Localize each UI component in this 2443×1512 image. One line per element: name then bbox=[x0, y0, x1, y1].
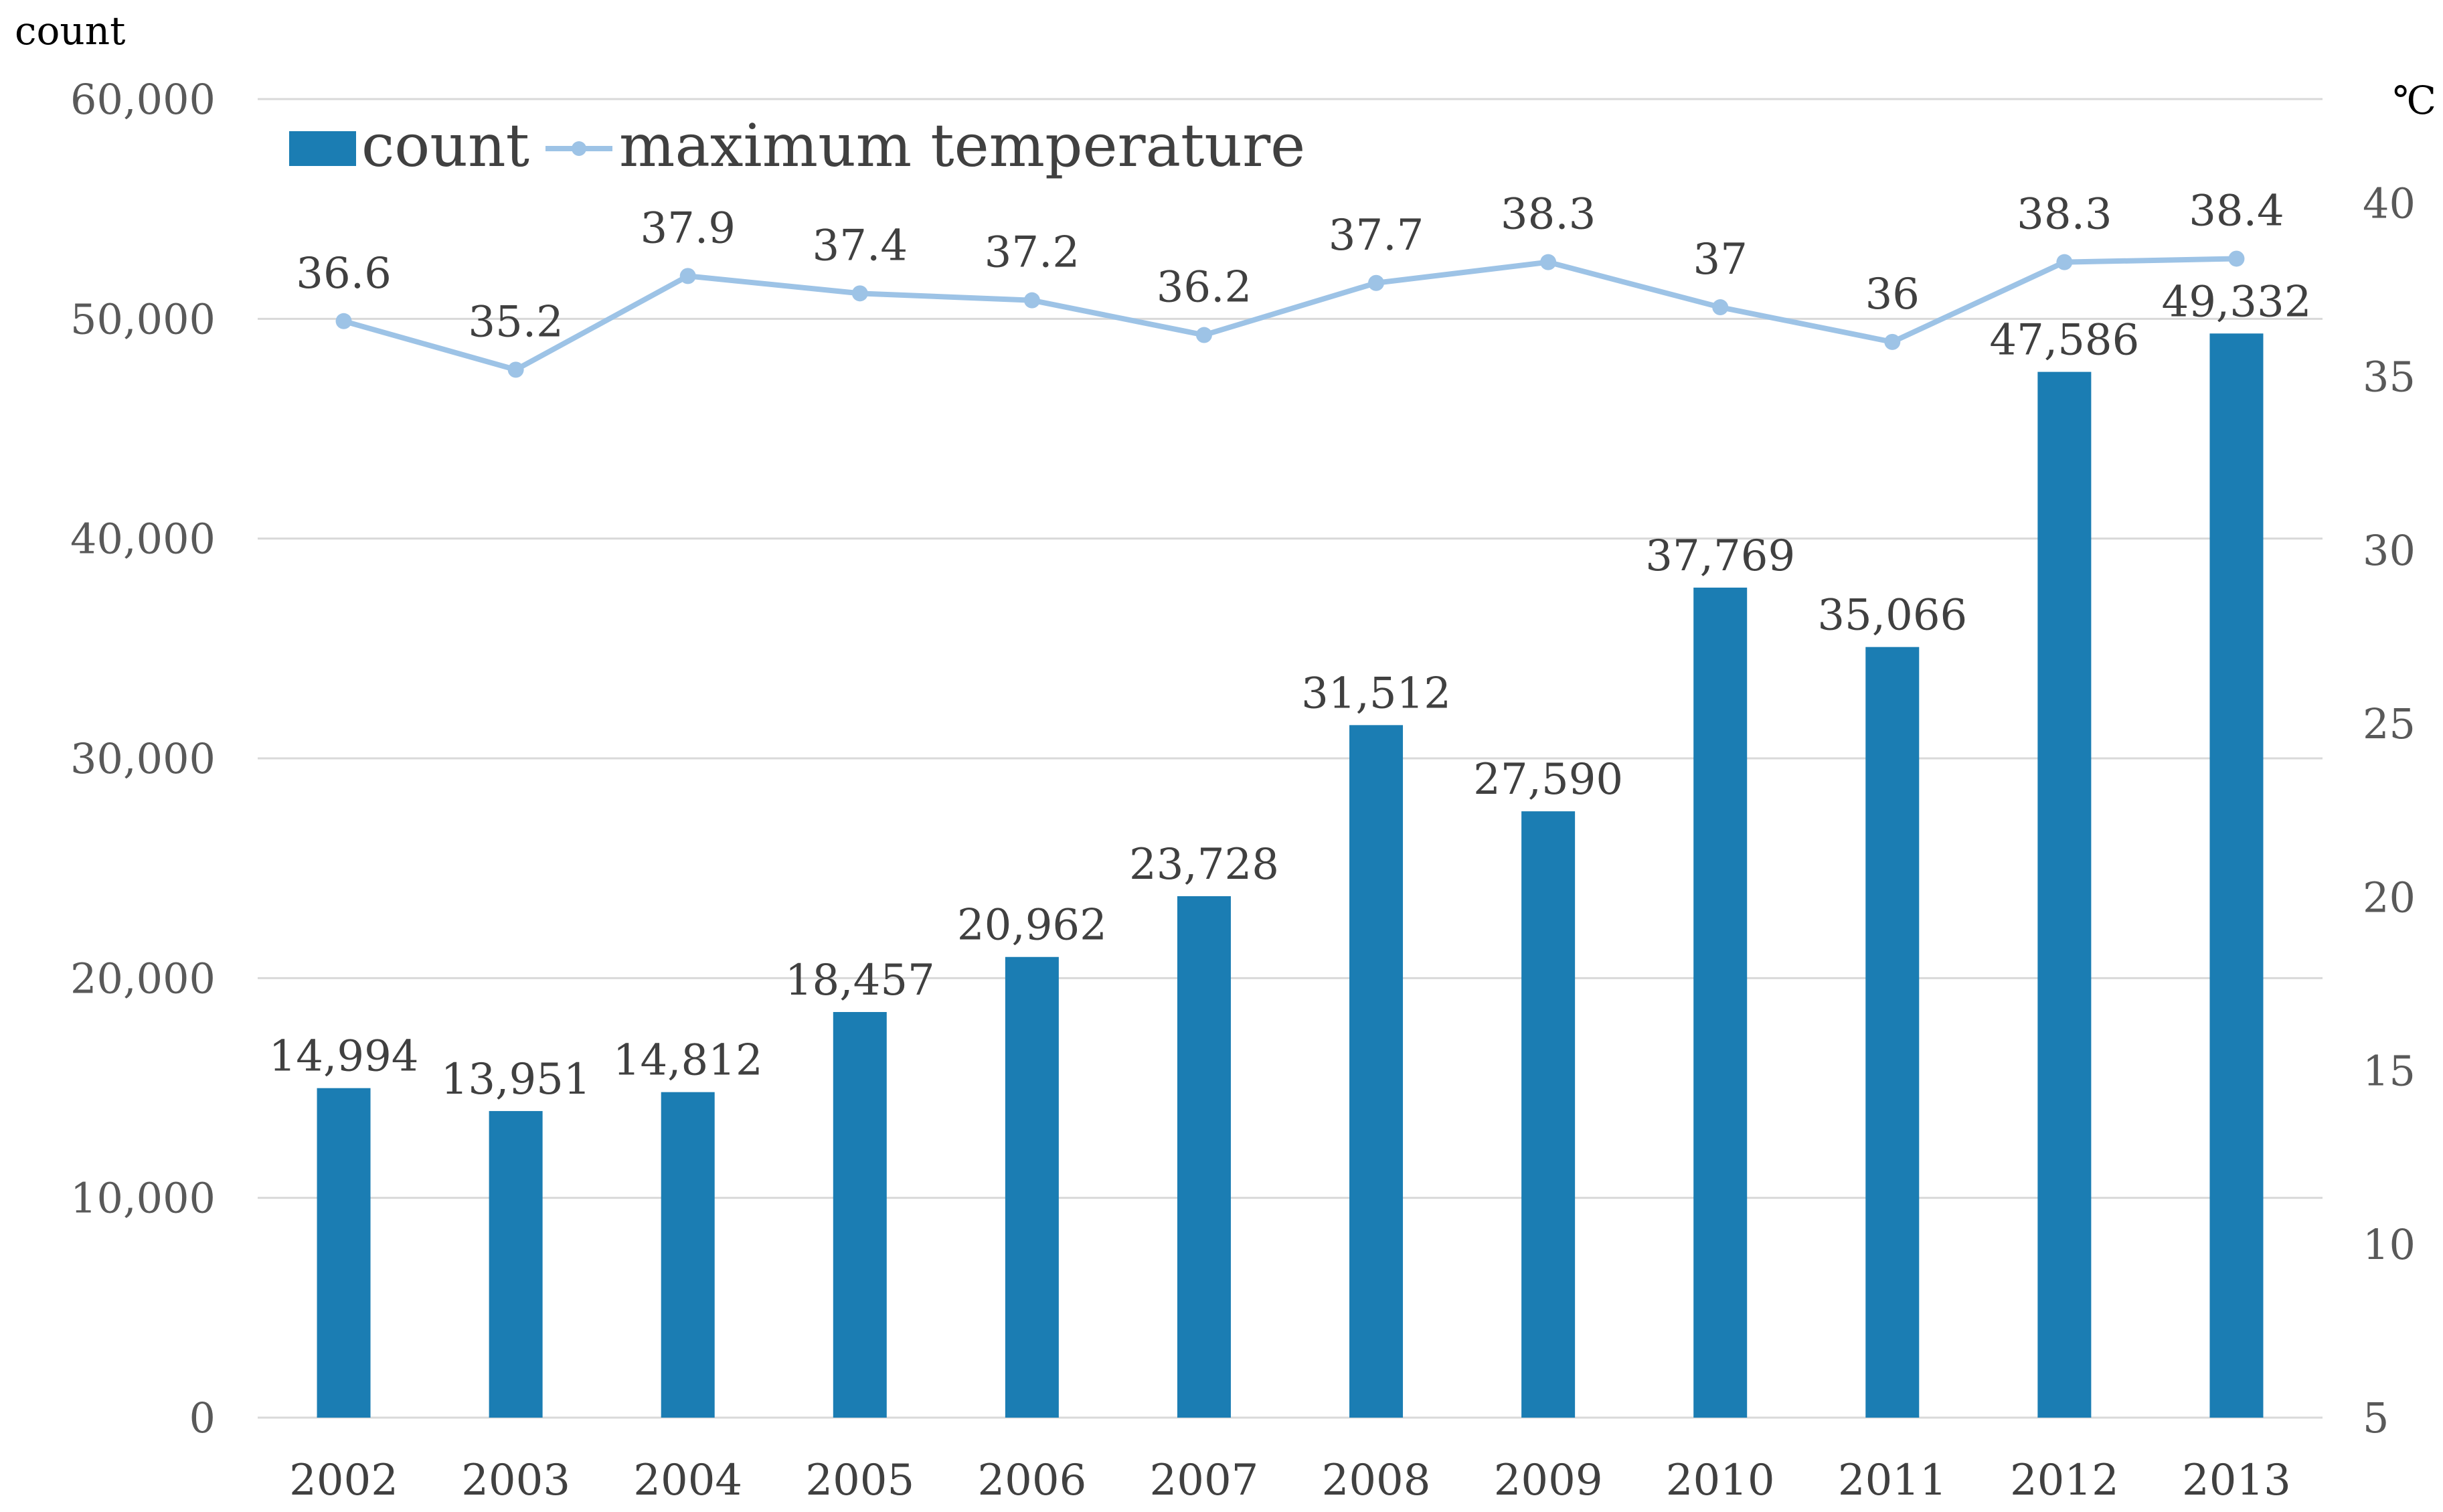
bar-value-label: 49,332 bbox=[2161, 277, 2311, 327]
bar-2013 bbox=[2209, 333, 2264, 1418]
temperature-point-2009 bbox=[1540, 254, 1557, 270]
bar-value-label: 35,066 bbox=[1817, 591, 1967, 641]
x-axis-tick-label: 2007 bbox=[1150, 1456, 1259, 1505]
right-axis-tick-label: 15 bbox=[2363, 1047, 2416, 1096]
x-axis-tick-label: 2009 bbox=[1494, 1456, 1603, 1505]
x-axis-tick-label: 2013 bbox=[2182, 1456, 2291, 1505]
temperature-point-2004 bbox=[679, 268, 696, 284]
bar-2009 bbox=[1521, 811, 1576, 1418]
temperature-point-2012 bbox=[2056, 254, 2073, 270]
right-axis-tick-label: 30 bbox=[2363, 526, 2416, 575]
left-axis-tick-label: 50,000 bbox=[70, 295, 216, 343]
bar-value-label: 37,769 bbox=[1645, 531, 1795, 581]
right-axis-tick-label: 20 bbox=[2363, 873, 2416, 922]
bar-2007 bbox=[1177, 896, 1231, 1418]
x-axis-tick-label: 2008 bbox=[1322, 1456, 1431, 1505]
bar-value-label: 18,457 bbox=[785, 956, 935, 1005]
temperature-point-2005 bbox=[851, 285, 868, 302]
temperature-point-2007 bbox=[1195, 327, 1212, 343]
bar-value-label: 31,512 bbox=[1301, 669, 1451, 718]
temperature-value-label: 37.4 bbox=[813, 221, 908, 270]
bar-value-label: 14,812 bbox=[613, 1036, 763, 1086]
right-axis-tick-label: 25 bbox=[2363, 699, 2416, 748]
legend: count maximum temperature bbox=[289, 111, 1305, 180]
temperature-value-label: 37.2 bbox=[985, 228, 1080, 278]
temperature-point-2003 bbox=[507, 361, 524, 378]
left-axis-tick-label: 30,000 bbox=[70, 734, 216, 783]
temperature-value-label: 37.9 bbox=[640, 203, 736, 253]
temperature-value-label: 36.6 bbox=[296, 249, 392, 299]
right-y-axis: 5 10 15 20 25 30 35 40 bbox=[2363, 179, 2416, 1442]
right-axis-unit-label: ℃ bbox=[2393, 78, 2436, 123]
bar-value-label: 20,962 bbox=[957, 901, 1107, 950]
bar-value-label: 47,586 bbox=[1989, 316, 2139, 365]
right-axis-tick-label: 5 bbox=[2363, 1394, 2389, 1442]
x-axis-tick-label: 2004 bbox=[633, 1456, 742, 1505]
left-axis-tick-label: 60,000 bbox=[70, 75, 216, 124]
bar-2003 bbox=[489, 1110, 543, 1418]
temperature-point-2002 bbox=[335, 313, 352, 329]
legend-label-temperature: maximum temperature bbox=[619, 111, 1305, 180]
x-axis-tick-label: 2011 bbox=[1838, 1456, 1947, 1505]
temperature-value-label: 38.3 bbox=[1501, 190, 1596, 240]
x-axis: 2002 2003 2004 2005 2006 2007 2008 2009 2010 2011… bbox=[289, 1456, 2291, 1505]
bar-2005 bbox=[833, 1011, 887, 1418]
gridlines bbox=[258, 98, 2323, 1419]
legend-label-count: count bbox=[361, 111, 529, 180]
left-axis-tick-label: 0 bbox=[189, 1394, 216, 1442]
left-axis-unit-label: count bbox=[15, 8, 125, 54]
temperature-value-label: 36 bbox=[1865, 270, 1920, 319]
count-data-labels: 14,994 13,951 14,812 18,457 20,962 23,728 31,5… bbox=[269, 277, 2312, 1104]
x-axis-tick-label: 2005 bbox=[805, 1456, 914, 1505]
temperature-value-label: 37.7 bbox=[1329, 211, 1424, 260]
legend-swatch-temperature-marker bbox=[572, 141, 586, 156]
temperature-point-2010 bbox=[1712, 299, 1729, 316]
temperature-value-label: 37 bbox=[1693, 235, 1747, 284]
count-bars bbox=[317, 333, 2264, 1418]
x-axis-tick-label: 2006 bbox=[977, 1456, 1086, 1505]
left-axis-tick-label: 40,000 bbox=[70, 515, 216, 564]
bar-2010 bbox=[1693, 587, 1748, 1418]
bar-2011 bbox=[1865, 647, 1920, 1418]
temperature-point-2008 bbox=[1368, 274, 1385, 291]
temperature-line bbox=[343, 256, 2237, 373]
left-y-axis: 0 10,000 20,000 30,000 40,000 50,000 60,000 bbox=[70, 75, 216, 1442]
temperature-value-label: 36.2 bbox=[1157, 263, 1252, 313]
bar-2004 bbox=[661, 1092, 715, 1418]
bar-2008 bbox=[1349, 725, 1404, 1418]
legend-swatch-count bbox=[289, 131, 356, 166]
temperature-point-2013 bbox=[2228, 250, 2245, 267]
x-axis-tick-label: 2003 bbox=[461, 1456, 570, 1505]
bar-2012 bbox=[2037, 371, 2092, 1418]
right-axis-tick-label: 35 bbox=[2363, 353, 2416, 402]
right-axis-tick-label: 40 bbox=[2363, 179, 2416, 228]
bar-value-label: 27,590 bbox=[1473, 755, 1623, 805]
x-axis-tick-label: 2002 bbox=[289, 1456, 398, 1505]
temperature-point-2006 bbox=[1023, 292, 1040, 309]
right-axis-tick-label: 10 bbox=[2363, 1220, 2416, 1269]
left-axis-tick-label: 20,000 bbox=[70, 954, 216, 1003]
left-axis-tick-label: 10,000 bbox=[70, 1174, 216, 1223]
temperature-value-label: 38.4 bbox=[2189, 186, 2284, 236]
x-axis-tick-label: 2010 bbox=[1666, 1456, 1775, 1505]
x-axis-tick-label: 2012 bbox=[2010, 1456, 2119, 1505]
temperature-point-2011 bbox=[1884, 333, 1901, 350]
temperature-data-labels: 36.6 35.2 37.9 37.4 37.2 36.2 37.7 38.3 37 36 38.3… bbox=[296, 186, 2284, 347]
bar-2006 bbox=[1005, 956, 1059, 1418]
bar-2002 bbox=[317, 1088, 371, 1418]
temperature-value-label: 38.3 bbox=[2017, 190, 2112, 240]
temperature-value-label: 35.2 bbox=[468, 297, 564, 347]
bar-value-label: 13,951 bbox=[441, 1055, 591, 1104]
bar-value-label: 23,728 bbox=[1129, 840, 1279, 890]
bar-value-label: 14,994 bbox=[269, 1032, 419, 1082]
temperature-line-series bbox=[335, 250, 2245, 378]
